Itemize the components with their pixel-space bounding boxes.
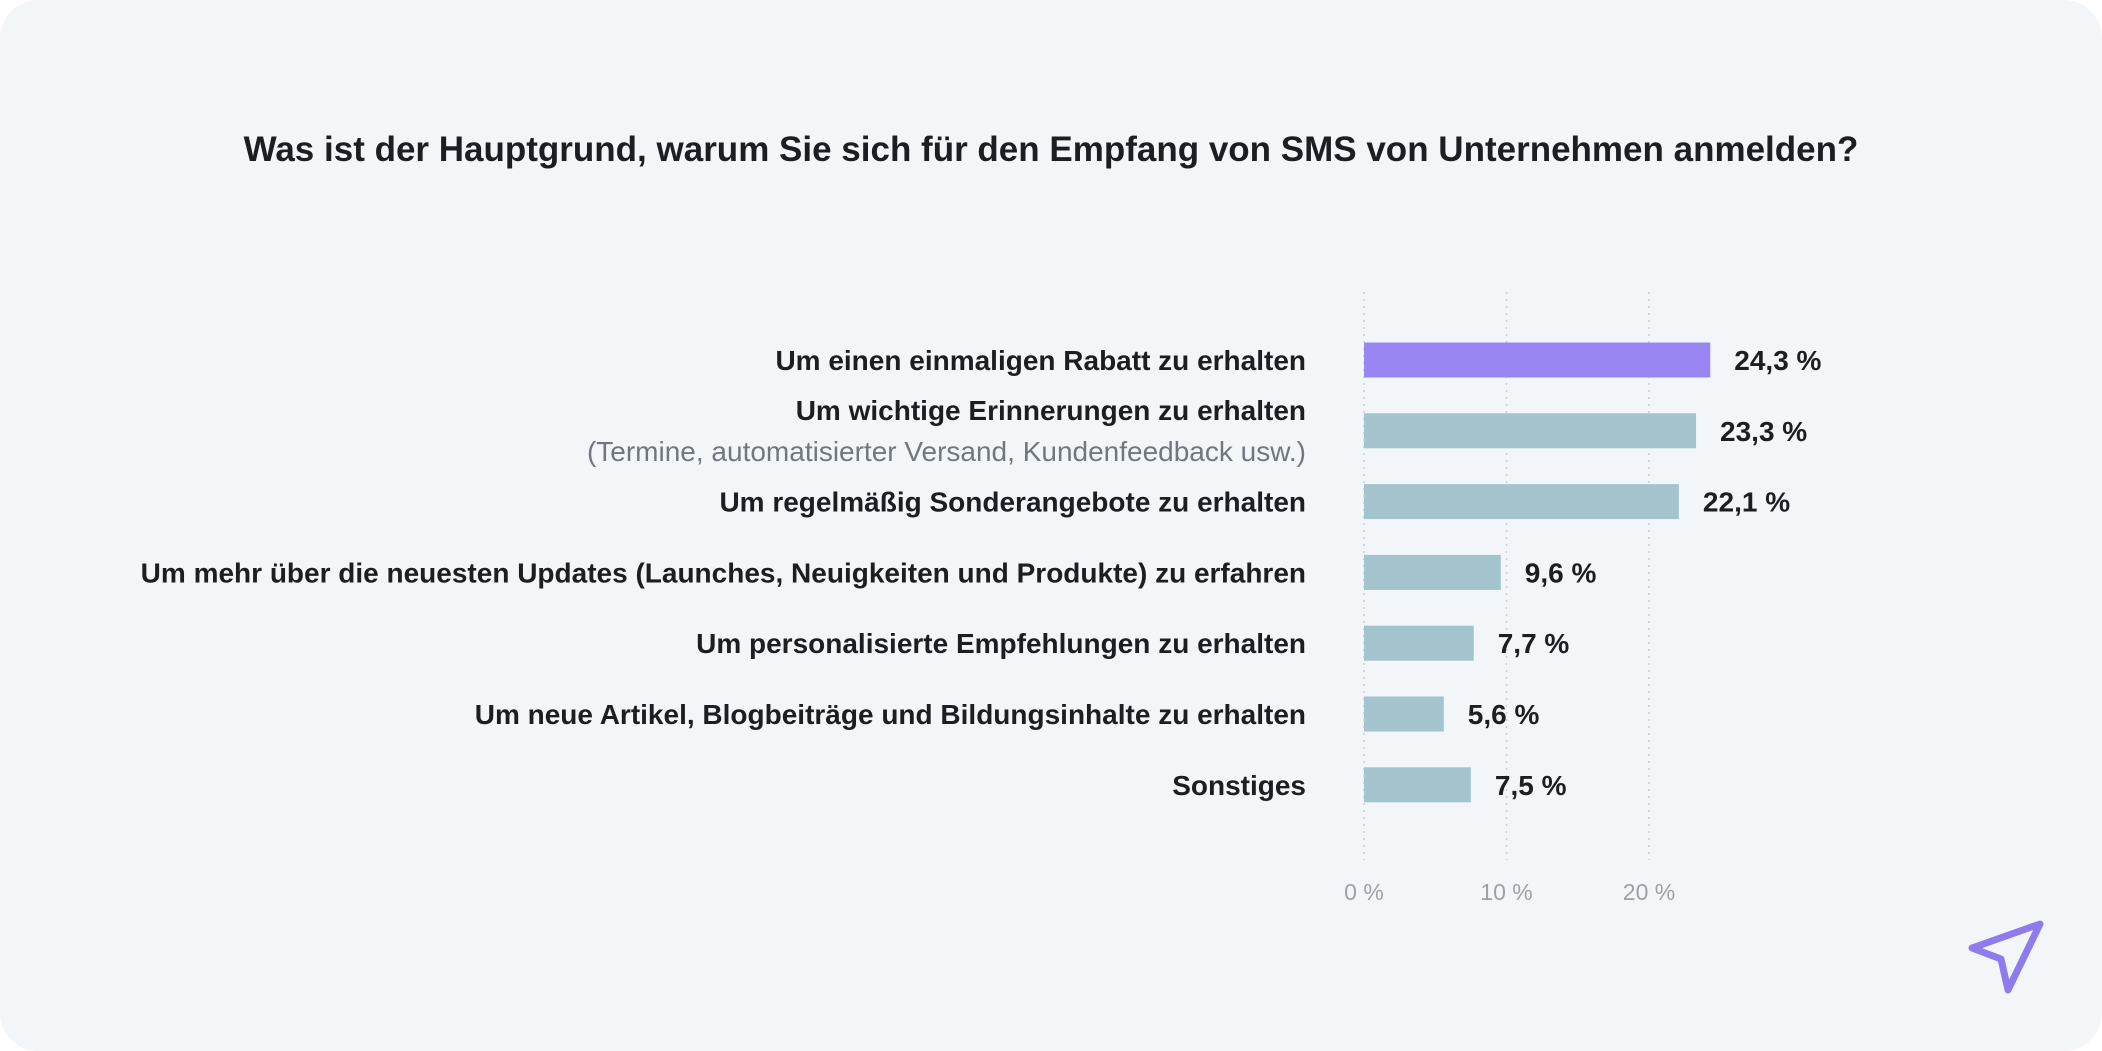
data-label: 7,5 %	[1495, 770, 1567, 801]
bar	[1364, 767, 1471, 803]
bar	[1364, 413, 1697, 449]
paper-plane-icon	[1968, 920, 2044, 994]
bar	[1364, 625, 1474, 661]
category-label: Um wichtige Erinnerungen zu erhalten	[796, 395, 1306, 426]
category-label: Um regelmäßig Sonderangebote zu erhalten	[719, 487, 1306, 518]
x-tick-label: 20 %	[1623, 879, 1675, 905]
x-tick-label: 0 %	[1344, 879, 1384, 905]
data-label: 24,3 %	[1734, 345, 1821, 376]
bar	[1364, 554, 1501, 590]
data-label: 5,6 %	[1468, 699, 1540, 730]
category-label: Um neue Artikel, Blogbeiträge und Bildun…	[475, 699, 1306, 730]
data-label: 9,6 %	[1525, 557, 1597, 588]
bar	[1364, 484, 1679, 520]
data-label: 22,1 %	[1703, 487, 1790, 518]
bar	[1364, 696, 1444, 732]
category-label: Um mehr über die neuesten Updates (Launc…	[141, 557, 1306, 588]
data-label: 23,3 %	[1720, 416, 1807, 447]
category-label: Um einen einmaligen Rabatt zu erhalten	[775, 345, 1306, 376]
chart-title: Was ist der Hauptgrund, warum Sie sich f…	[243, 130, 1859, 169]
data-label: 7,7 %	[1498, 628, 1570, 659]
category-sublabel: (Termine, automatisierter Versand, Kunde…	[587, 436, 1306, 467]
x-tick-label: 10 %	[1480, 879, 1532, 905]
category-label: Sonstiges	[1172, 770, 1306, 801]
bar	[1364, 342, 1711, 378]
category-label: Um personalisierte Empfehlungen zu erhal…	[696, 628, 1306, 659]
